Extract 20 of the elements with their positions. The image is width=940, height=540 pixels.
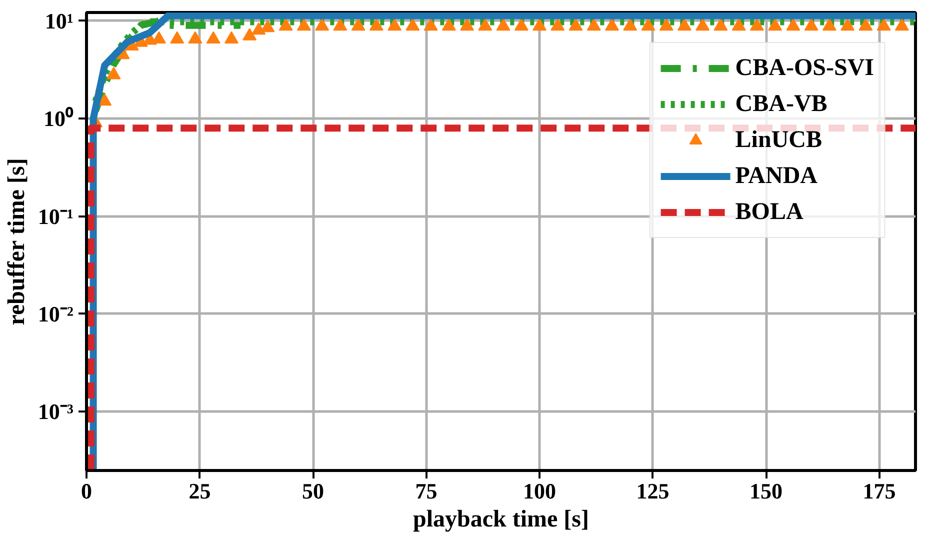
y-axis-title: rebuffer time [s] [4,158,30,326]
x-axis-title: playback time [s] [413,506,590,532]
legend-label: CBA-OS-SVI [735,54,874,82]
y-tick-label: 10⁰ [44,106,74,132]
y-tick-label: 10¹ [44,8,74,34]
legend-label: CBA-VB [735,90,828,118]
x-tick-label: 50 [302,478,324,504]
legend-label: BOLA [735,198,804,226]
x-tick-label: 100 [523,478,556,504]
legend-label: PANDA [735,162,818,190]
x-tick-label: 150 [750,478,783,504]
x-tick-label: 75 [415,478,438,504]
x-tick-label: 175 [862,478,896,504]
y-tick-label: 10⁻¹ [38,204,74,229]
x-tick-label: 25 [188,478,211,504]
legend-label: LinUCB [735,126,822,154]
y-tick-label: 10⁻³ [38,399,74,424]
x-tick-label: 0 [81,478,92,504]
x-tick-label: 125 [636,478,670,504]
y-tick-label: 10⁻² [38,302,74,326]
